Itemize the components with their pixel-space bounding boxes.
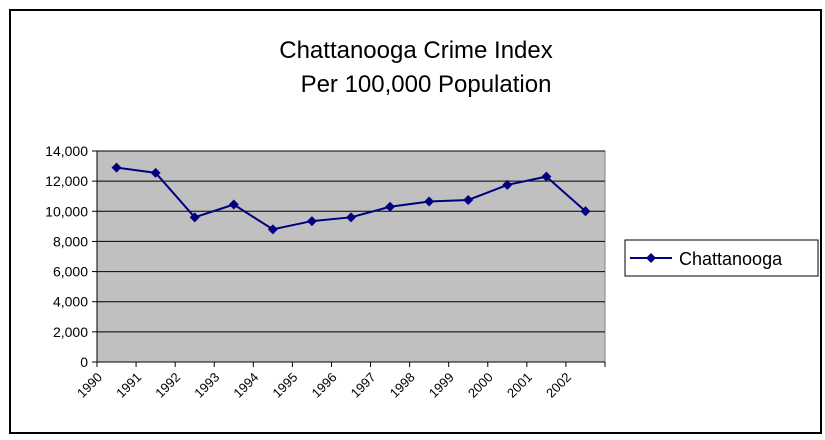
data-point	[267, 224, 278, 235]
y-tick-label: 2,000	[53, 324, 88, 340]
x-tick-label: 2002	[543, 370, 574, 401]
data-point	[346, 212, 356, 223]
x-axis: 1990 1991 1992 1993 1994 1995 1996 1997 1998 1999…	[74, 361, 606, 401]
data-point	[580, 206, 591, 217]
legend-label: Chattanooga	[679, 249, 783, 269]
x-tick-label: 1991	[113, 370, 144, 401]
y-tick-label: 10,000	[45, 203, 88, 219]
data-point	[541, 171, 552, 182]
chart-title-line-1: Chattanooga Crime Index	[279, 37, 553, 64]
y-tick-label: 0	[80, 354, 88, 370]
legend: Chattanooga	[624, 239, 819, 277]
chart-title-line-2: Per 100,000 Population	[301, 71, 552, 98]
x-tick-label: 2000	[465, 370, 496, 401]
x-tick-label: 2001	[504, 370, 535, 401]
y-tick-label: 14,000	[45, 143, 88, 159]
x-tick-label: 1999	[426, 370, 457, 401]
x-tick-label: 1994	[230, 370, 261, 401]
gridlines	[97, 150, 605, 333]
x-tick-label: 1996	[309, 370, 340, 401]
x-tick-label: 1990	[74, 370, 105, 401]
data-point	[150, 167, 161, 178]
x-tick-label: 1992	[152, 370, 183, 401]
data-point	[306, 216, 317, 227]
data-point	[228, 199, 239, 210]
y-tick-label: 6,000	[53, 264, 88, 280]
data-point	[189, 212, 200, 223]
legend-diamond-marker	[646, 253, 656, 263]
plot-area	[96, 150, 606, 363]
y-tick-label: 4,000	[53, 294, 88, 310]
series-chattanooga	[111, 162, 591, 235]
x-tick-label: 1995	[269, 370, 300, 401]
line-chart: Chattanooga Crime Index Per 100,000 Popu…	[45, 37, 819, 401]
data-point	[424, 196, 435, 207]
data-point	[385, 201, 396, 212]
data-point	[111, 162, 122, 173]
x-tick-label: 1998	[387, 370, 418, 401]
y-tick-label: 8,000	[53, 233, 88, 249]
x-tick-label: 1997	[348, 370, 379, 401]
x-tick-label: 1993	[191, 370, 222, 401]
y-axis: 0 2,000 4,000 6,000 8,000 10,000 12,000 14,000	[45, 143, 98, 370]
chart-frame: Chattanooga Crime Index Per 100,000 Popu…	[9, 9, 822, 434]
data-point	[502, 179, 513, 190]
data-point	[463, 194, 474, 205]
y-tick-label: 12,000	[45, 173, 88, 189]
